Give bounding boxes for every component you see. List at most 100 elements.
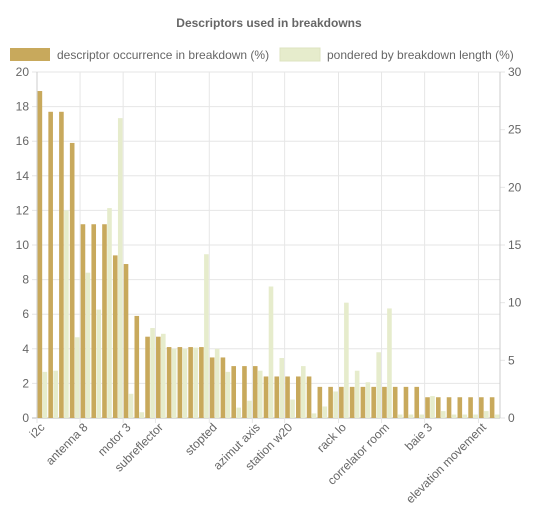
bar-pondered bbox=[451, 414, 457, 418]
bar-occurrence bbox=[296, 376, 301, 418]
y-right-tick-label: 10 bbox=[508, 296, 522, 310]
bar-occurrence bbox=[91, 224, 97, 418]
x-tick-label: i2c bbox=[27, 420, 48, 441]
y-left-tick-label: 2 bbox=[22, 376, 29, 390]
bar-occurrence bbox=[37, 91, 43, 418]
y-left-tick-label: 4 bbox=[22, 342, 29, 356]
bar-pondered bbox=[74, 337, 80, 418]
bar-occurrence bbox=[479, 397, 484, 418]
bar-pondered bbox=[139, 412, 145, 418]
bar-occurrence bbox=[328, 386, 333, 418]
bar-pondered bbox=[408, 414, 414, 418]
bar-occurrence bbox=[112, 255, 118, 418]
bar-pondered bbox=[365, 382, 371, 418]
y-left-tick-label: 10 bbox=[16, 238, 30, 252]
legend-label-occurrence: descriptor occurrence in breakdown (%) bbox=[57, 48, 269, 62]
legend-swatch-occurrence bbox=[10, 48, 50, 61]
bar-occurrence bbox=[392, 386, 398, 418]
bar-pondered bbox=[322, 406, 328, 418]
bar-pondered bbox=[354, 370, 360, 418]
bar-pondered bbox=[473, 414, 478, 418]
bar-occurrence bbox=[59, 111, 64, 418]
bar-occurrence bbox=[188, 347, 193, 418]
bar-occurrence bbox=[414, 386, 420, 418]
bar-pondered bbox=[333, 391, 338, 418]
bar-occurrence bbox=[231, 366, 236, 418]
bar-pondered bbox=[311, 413, 317, 418]
y-right-tick-label: 30 bbox=[508, 65, 522, 79]
bar-pondered bbox=[279, 358, 285, 418]
bar-occurrence bbox=[285, 376, 290, 418]
bar-occurrence bbox=[252, 366, 258, 418]
bar-pondered bbox=[225, 371, 231, 418]
bar-pondered bbox=[301, 366, 306, 418]
bar-pondered bbox=[247, 400, 252, 418]
bar-pondered bbox=[150, 328, 155, 418]
bar-pondered bbox=[204, 254, 209, 418]
bar-pondered bbox=[290, 399, 295, 418]
bar-pondered bbox=[376, 352, 381, 418]
bar-occurrence bbox=[199, 347, 204, 418]
bar-occurrence bbox=[274, 376, 280, 418]
x-tick-label: stopted bbox=[182, 420, 220, 458]
y-right-tick-label: 20 bbox=[508, 180, 522, 194]
bar-pondered bbox=[53, 370, 58, 418]
y-right-tick-label: 5 bbox=[508, 353, 515, 367]
bar-pondered bbox=[214, 348, 220, 418]
bar-occurrence bbox=[306, 376, 312, 418]
bar-occurrence bbox=[425, 397, 430, 418]
y-left-tick-label: 0 bbox=[22, 411, 29, 425]
y-left-tick-label: 20 bbox=[16, 65, 30, 79]
bar-pondered bbox=[193, 347, 198, 418]
bar-occurrence bbox=[209, 357, 215, 418]
bar-occurrence bbox=[317, 386, 323, 418]
bar-pondered bbox=[85, 272, 91, 418]
y-left-tick-label: 14 bbox=[16, 169, 30, 183]
bar-occurrence bbox=[134, 315, 140, 418]
bar-pondered bbox=[430, 396, 435, 418]
y-left-tick-label: 12 bbox=[16, 203, 30, 217]
bar-occurrence bbox=[123, 264, 129, 418]
bar-pondered bbox=[117, 118, 123, 418]
bar-occurrence bbox=[156, 336, 161, 418]
x-tick-label: antenna 8 bbox=[43, 420, 91, 468]
bar-pondered bbox=[484, 411, 489, 418]
bar-occurrence bbox=[371, 386, 376, 418]
bar-pondered bbox=[236, 407, 241, 418]
y-left-tick-label: 18 bbox=[16, 100, 30, 114]
bar-pondered bbox=[387, 308, 392, 418]
bar-pondered bbox=[344, 302, 349, 418]
bar-pondered bbox=[182, 348, 188, 418]
legend-item-occurrence[interactable]: descriptor occurrence in breakdown (%) bbox=[10, 48, 269, 62]
bar-occurrence bbox=[166, 347, 172, 418]
bar-occurrence bbox=[177, 347, 183, 418]
bar-pondered bbox=[161, 333, 166, 418]
y-left-tick-label: 6 bbox=[22, 307, 29, 321]
x-tick-label: rack lo bbox=[314, 420, 349, 455]
bar-pondered bbox=[96, 309, 102, 418]
x-tick-label: baie 3 bbox=[402, 420, 435, 453]
bar-occurrence bbox=[468, 397, 473, 418]
bars bbox=[37, 91, 500, 418]
bar-pondered bbox=[462, 414, 468, 418]
bar-pondered bbox=[107, 208, 112, 418]
bar-pondered bbox=[42, 371, 48, 418]
bar-occurrence bbox=[69, 142, 75, 418]
bar-pondered bbox=[268, 286, 274, 418]
bar-occurrence bbox=[242, 366, 247, 418]
bar-pondered bbox=[494, 414, 500, 418]
bar-occurrence bbox=[349, 386, 355, 418]
bar-occurrence bbox=[457, 397, 463, 418]
bar-pondered bbox=[64, 210, 69, 418]
bar-occurrence bbox=[48, 111, 53, 418]
legend-swatch-pondered bbox=[279, 47, 321, 62]
y-left-tick-label: 16 bbox=[16, 134, 30, 148]
legend-item-pondered[interactable]: pondered by breakdown length (%) bbox=[279, 47, 514, 62]
bar-occurrence bbox=[446, 397, 452, 418]
bar-occurrence bbox=[263, 376, 269, 418]
bar-pondered bbox=[128, 393, 134, 418]
chart-title: Descriptors used in breakdowns bbox=[176, 16, 362, 30]
bar-pondered bbox=[440, 411, 446, 418]
bar-occurrence bbox=[403, 386, 409, 418]
bar-occurrence bbox=[382, 386, 387, 418]
